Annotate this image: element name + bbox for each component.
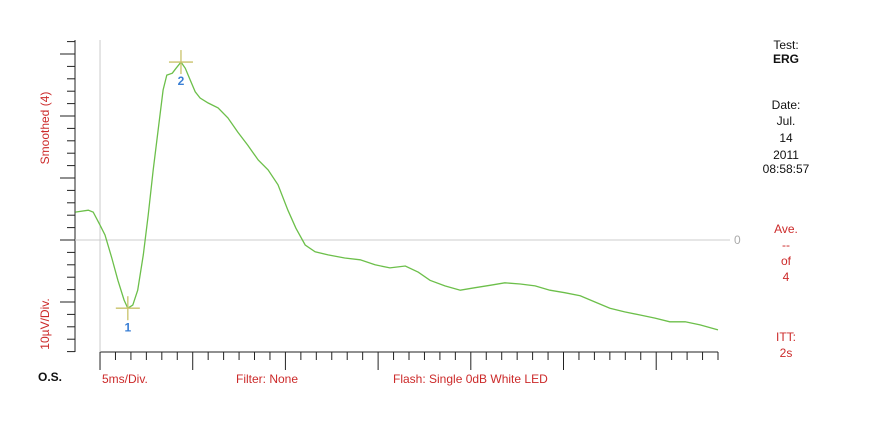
waveform (75, 61, 719, 331)
info-text: ITT: (776, 330, 796, 344)
marker-label: 1 (124, 320, 131, 334)
baseline-label: 0 (734, 233, 741, 247)
filter-label: Filter: None (236, 372, 298, 386)
info-text: Jul. (777, 114, 796, 128)
y-scale-label: 10µV/Div. (38, 298, 52, 349)
info-text: Ave. (774, 222, 798, 236)
info-text: 08:58:57 (763, 162, 810, 176)
info-text: 14 (779, 131, 793, 145)
info-text: -- (782, 238, 790, 252)
info-text: Date: (772, 98, 801, 112)
info-text: 4 (783, 270, 790, 284)
info-text: 2011 (773, 148, 799, 162)
info-text: 2s (780, 346, 793, 360)
x-scale-label: 5ms/Div. (102, 372, 148, 386)
info-text: ERG (773, 52, 799, 66)
info-text: of (781, 254, 792, 268)
marker-label: 2 (178, 74, 185, 88)
y-label: Smoothed (4) (38, 92, 52, 165)
info-panel: Test: ERG Date: Jul. 14 2011 08:58:57 Av… (763, 38, 810, 360)
eye-label: O.S. (38, 370, 62, 384)
flash-label: Flash: Single 0dB White LED (393, 372, 548, 386)
info-text: Test: (773, 38, 798, 52)
